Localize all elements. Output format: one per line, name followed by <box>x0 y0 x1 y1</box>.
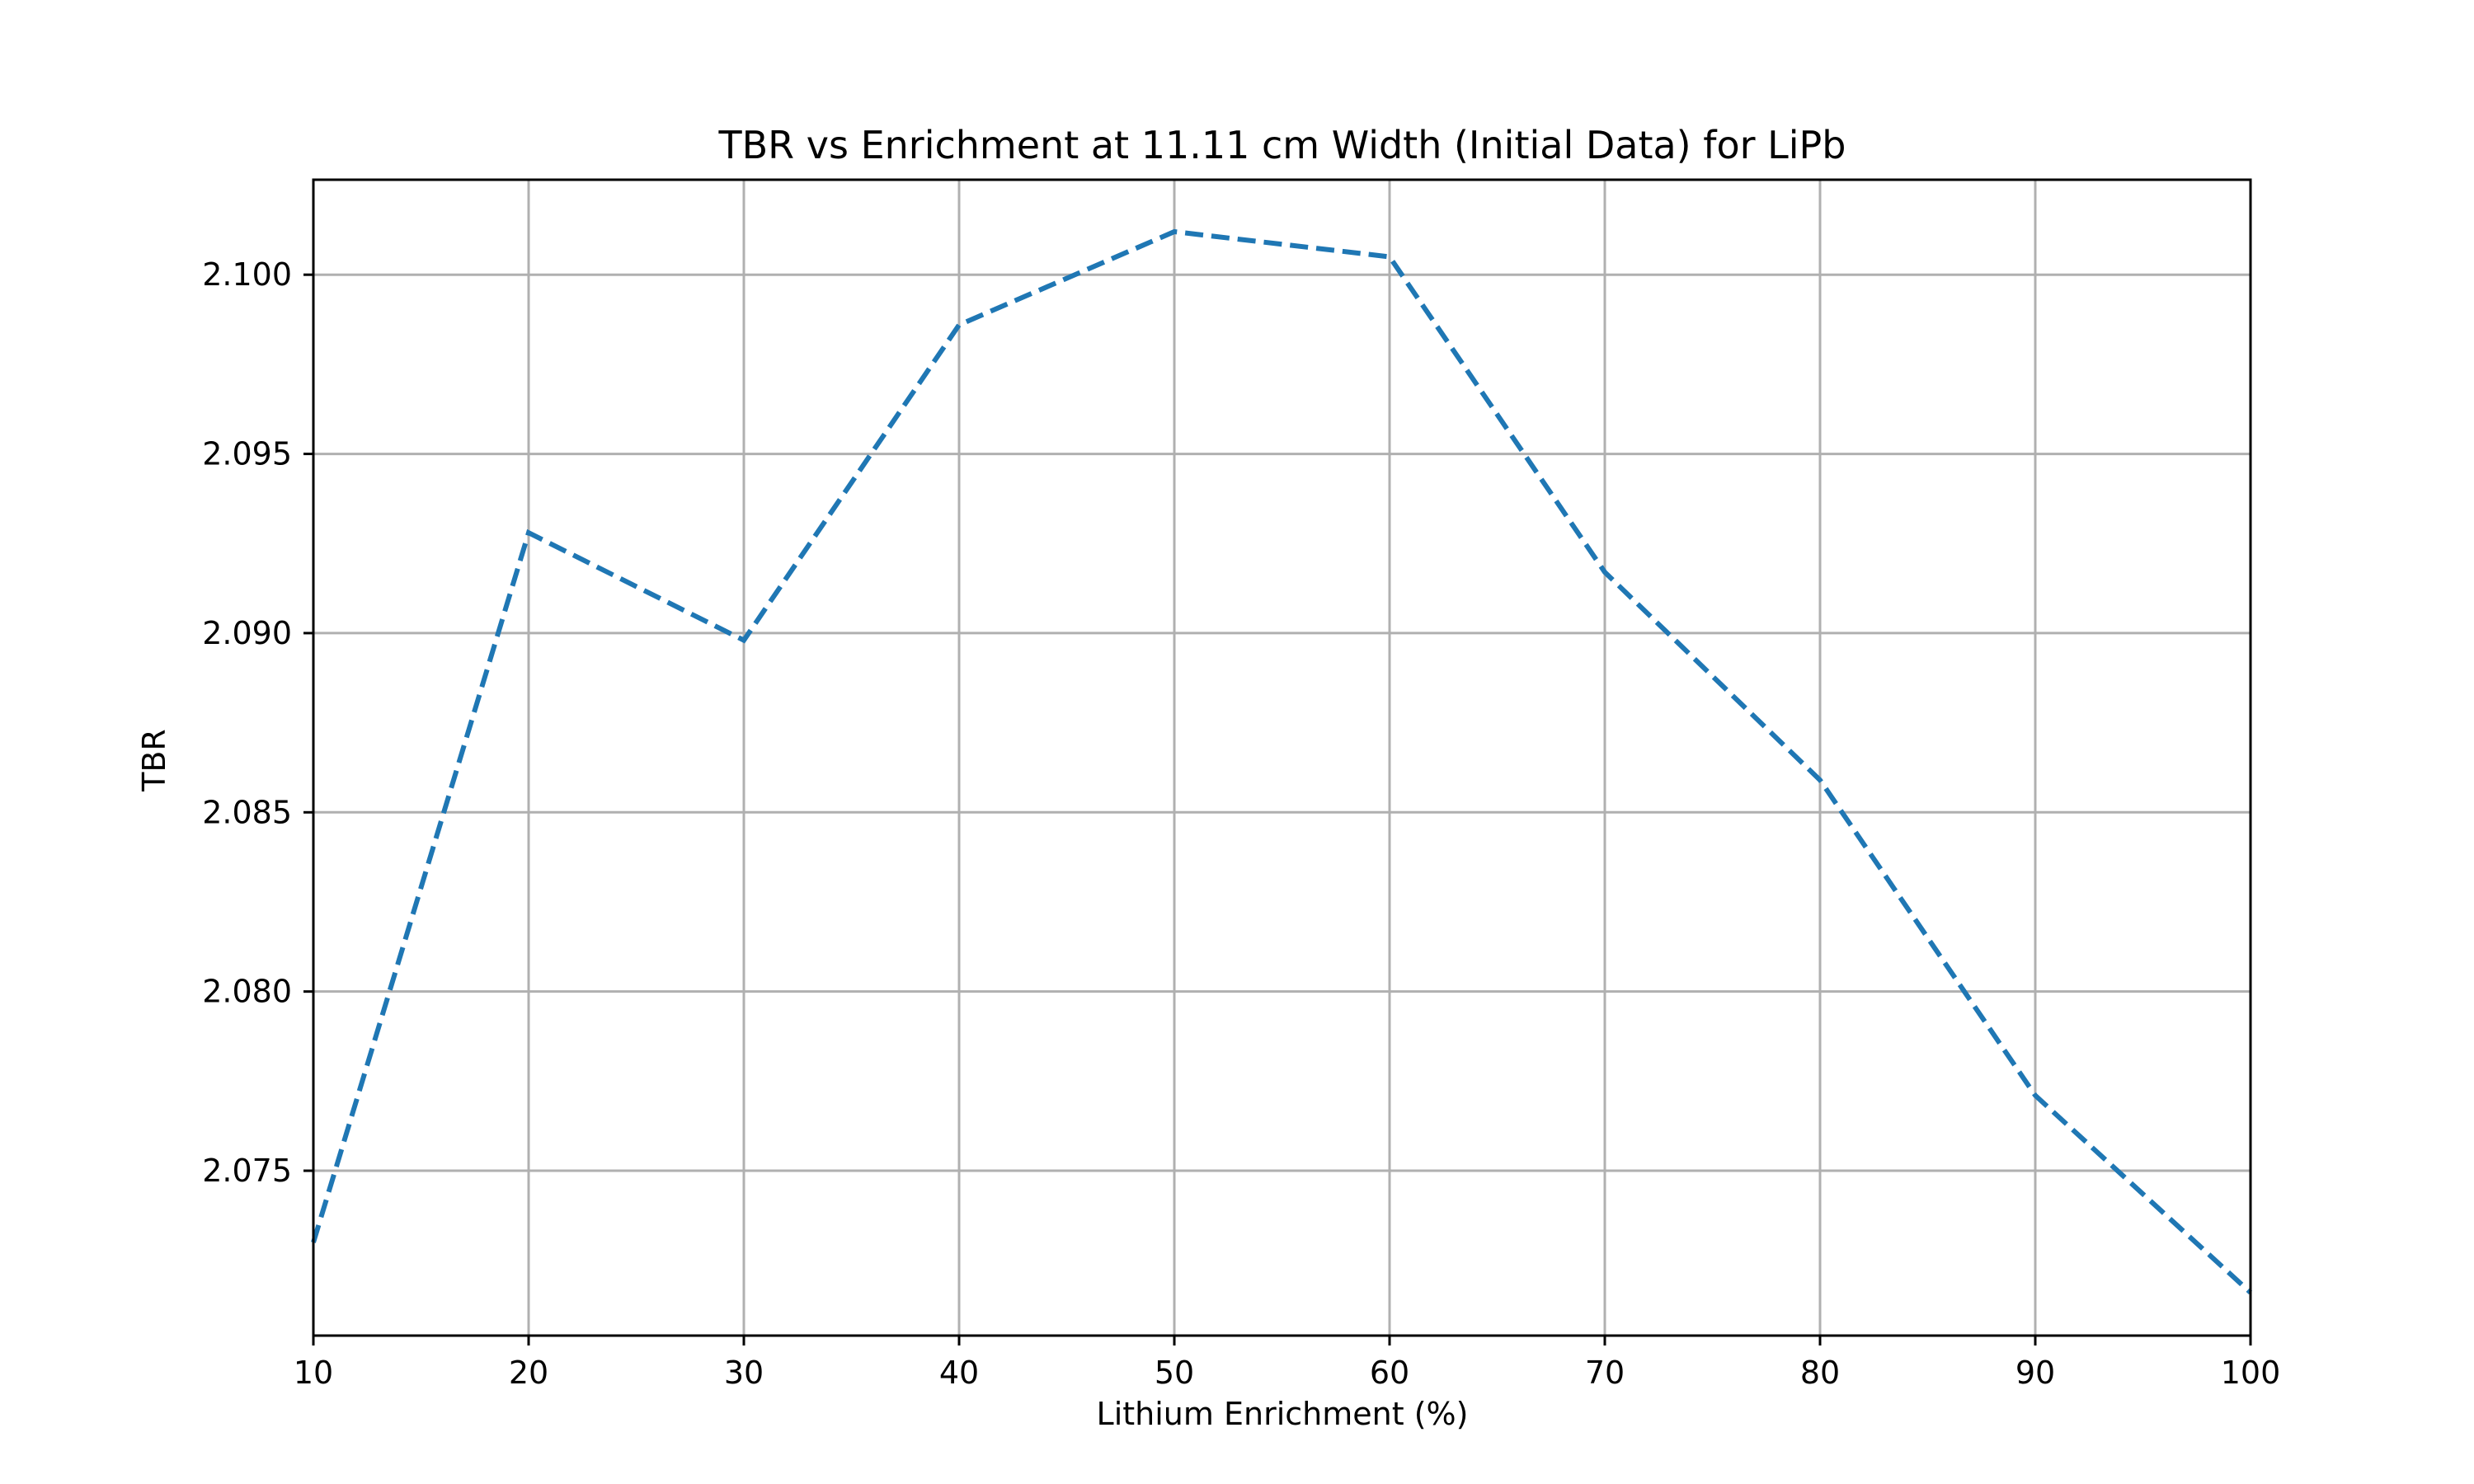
x-tick-label: 70 <box>1585 1355 1625 1391</box>
x-tick-label: 60 <box>1370 1355 1409 1391</box>
series-line <box>311 228 2253 1295</box>
x-tick-label: 10 <box>294 1355 333 1391</box>
y-tick-label: 2.090 <box>202 615 292 651</box>
y-tick-label: 2.075 <box>202 1153 292 1189</box>
x-tick-label: 40 <box>939 1355 979 1391</box>
y-tick-label: 2.080 <box>202 974 292 1010</box>
x-tick-label: 30 <box>724 1355 764 1391</box>
axis-ticks <box>303 273 2252 1345</box>
x-tick-label: 100 <box>2221 1355 2281 1391</box>
x-axis-tick-labels: 10 20 30 40 50 60 70 80 90 100 <box>294 1355 2280 1391</box>
chart-title: TBR vs Enrichment at 11.11 cm Width (Ini… <box>718 123 1846 167</box>
y-tick-label: 2.095 <box>202 436 292 472</box>
x-tick-label: 80 <box>1800 1355 1840 1391</box>
x-tick-label: 90 <box>2015 1355 2055 1391</box>
y-axis-label: TBR <box>136 729 172 792</box>
y-tick-label: 2.100 <box>202 256 292 293</box>
x-axis-label: Lithium Enrichment (%) <box>1097 1396 1469 1432</box>
x-tick-label: 20 <box>509 1355 548 1391</box>
y-tick-label: 2.085 <box>202 794 292 830</box>
x-tick-label: 50 <box>1155 1355 1194 1391</box>
y-axis-tick-labels: 2.075 2.080 2.085 2.090 2.095 2.100 <box>202 256 292 1189</box>
grid-lines <box>312 180 2252 1336</box>
plot-area-frame <box>312 178 2252 1337</box>
